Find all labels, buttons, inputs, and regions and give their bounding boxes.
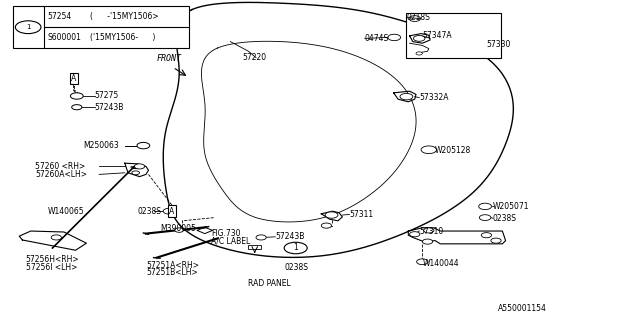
Circle shape bbox=[388, 34, 401, 41]
Circle shape bbox=[416, 52, 422, 55]
Text: 57251A<RH>: 57251A<RH> bbox=[146, 261, 199, 270]
Circle shape bbox=[175, 228, 184, 232]
Circle shape bbox=[72, 105, 82, 110]
Text: 57220: 57220 bbox=[242, 53, 266, 62]
Text: 0238S: 0238S bbox=[285, 263, 309, 272]
Text: 57256H<RH>: 57256H<RH> bbox=[26, 255, 79, 264]
Text: 0474S: 0474S bbox=[365, 34, 389, 43]
Bar bbox=[13, 6, 189, 48]
Circle shape bbox=[163, 208, 175, 214]
Text: M390005: M390005 bbox=[160, 224, 196, 233]
Circle shape bbox=[321, 223, 332, 228]
Circle shape bbox=[417, 259, 428, 265]
Text: 57254: 57254 bbox=[47, 12, 72, 21]
Text: 57311: 57311 bbox=[349, 210, 374, 219]
Circle shape bbox=[421, 146, 436, 154]
Text: 1: 1 bbox=[26, 24, 31, 30]
Text: 57310: 57310 bbox=[419, 227, 444, 236]
Text: 0218S: 0218S bbox=[406, 13, 430, 22]
Text: 57332A: 57332A bbox=[419, 93, 449, 102]
Text: 0238S: 0238S bbox=[493, 214, 517, 223]
Circle shape bbox=[413, 36, 425, 41]
Circle shape bbox=[409, 16, 420, 21]
Bar bbox=[406, 13, 501, 58]
Text: 57260A<LH>: 57260A<LH> bbox=[35, 170, 87, 179]
Circle shape bbox=[325, 212, 338, 218]
Text: W205128: W205128 bbox=[435, 146, 472, 155]
Circle shape bbox=[422, 239, 433, 244]
Circle shape bbox=[479, 215, 491, 220]
Circle shape bbox=[132, 171, 140, 175]
Text: 57275: 57275 bbox=[95, 92, 119, 100]
Text: FRONT: FRONT bbox=[157, 54, 182, 63]
Circle shape bbox=[134, 164, 145, 169]
Text: 57243B: 57243B bbox=[275, 232, 305, 241]
Text: A: A bbox=[169, 207, 174, 216]
Text: W140065: W140065 bbox=[48, 207, 84, 216]
Circle shape bbox=[70, 93, 83, 99]
Text: (      -'15MY1506>: ( -'15MY1506> bbox=[90, 12, 158, 21]
Circle shape bbox=[479, 203, 492, 210]
Circle shape bbox=[424, 228, 434, 233]
Circle shape bbox=[410, 232, 420, 237]
Text: 57330: 57330 bbox=[486, 40, 511, 49]
Text: 57347A: 57347A bbox=[422, 31, 452, 40]
Text: M250063: M250063 bbox=[83, 141, 119, 150]
Circle shape bbox=[400, 93, 413, 100]
Text: 57260 <RH>: 57260 <RH> bbox=[35, 162, 86, 171]
Text: A/C LABEL: A/C LABEL bbox=[211, 236, 250, 245]
Text: 57251B<LH>: 57251B<LH> bbox=[146, 268, 198, 277]
Circle shape bbox=[284, 242, 307, 254]
Text: FIG.730: FIG.730 bbox=[211, 229, 241, 238]
Text: 1: 1 bbox=[293, 244, 298, 252]
Circle shape bbox=[481, 233, 492, 238]
Circle shape bbox=[137, 142, 150, 149]
Text: W140044: W140044 bbox=[422, 259, 459, 268]
Circle shape bbox=[491, 238, 501, 243]
Circle shape bbox=[256, 235, 266, 240]
Circle shape bbox=[51, 235, 61, 240]
Text: ('15MY1506-      ): ('15MY1506- ) bbox=[90, 33, 155, 42]
Text: A550001154: A550001154 bbox=[498, 304, 547, 313]
Text: RAD PANEL: RAD PANEL bbox=[248, 279, 291, 288]
Circle shape bbox=[15, 21, 41, 34]
Bar bbox=[248, 245, 261, 249]
Text: S600001: S600001 bbox=[47, 33, 81, 42]
Text: 57256I <LH>: 57256I <LH> bbox=[26, 263, 77, 272]
Text: W205071: W205071 bbox=[493, 202, 529, 211]
Text: 0238S: 0238S bbox=[138, 207, 161, 216]
Text: A: A bbox=[71, 74, 76, 83]
Text: 57243B: 57243B bbox=[95, 103, 124, 112]
